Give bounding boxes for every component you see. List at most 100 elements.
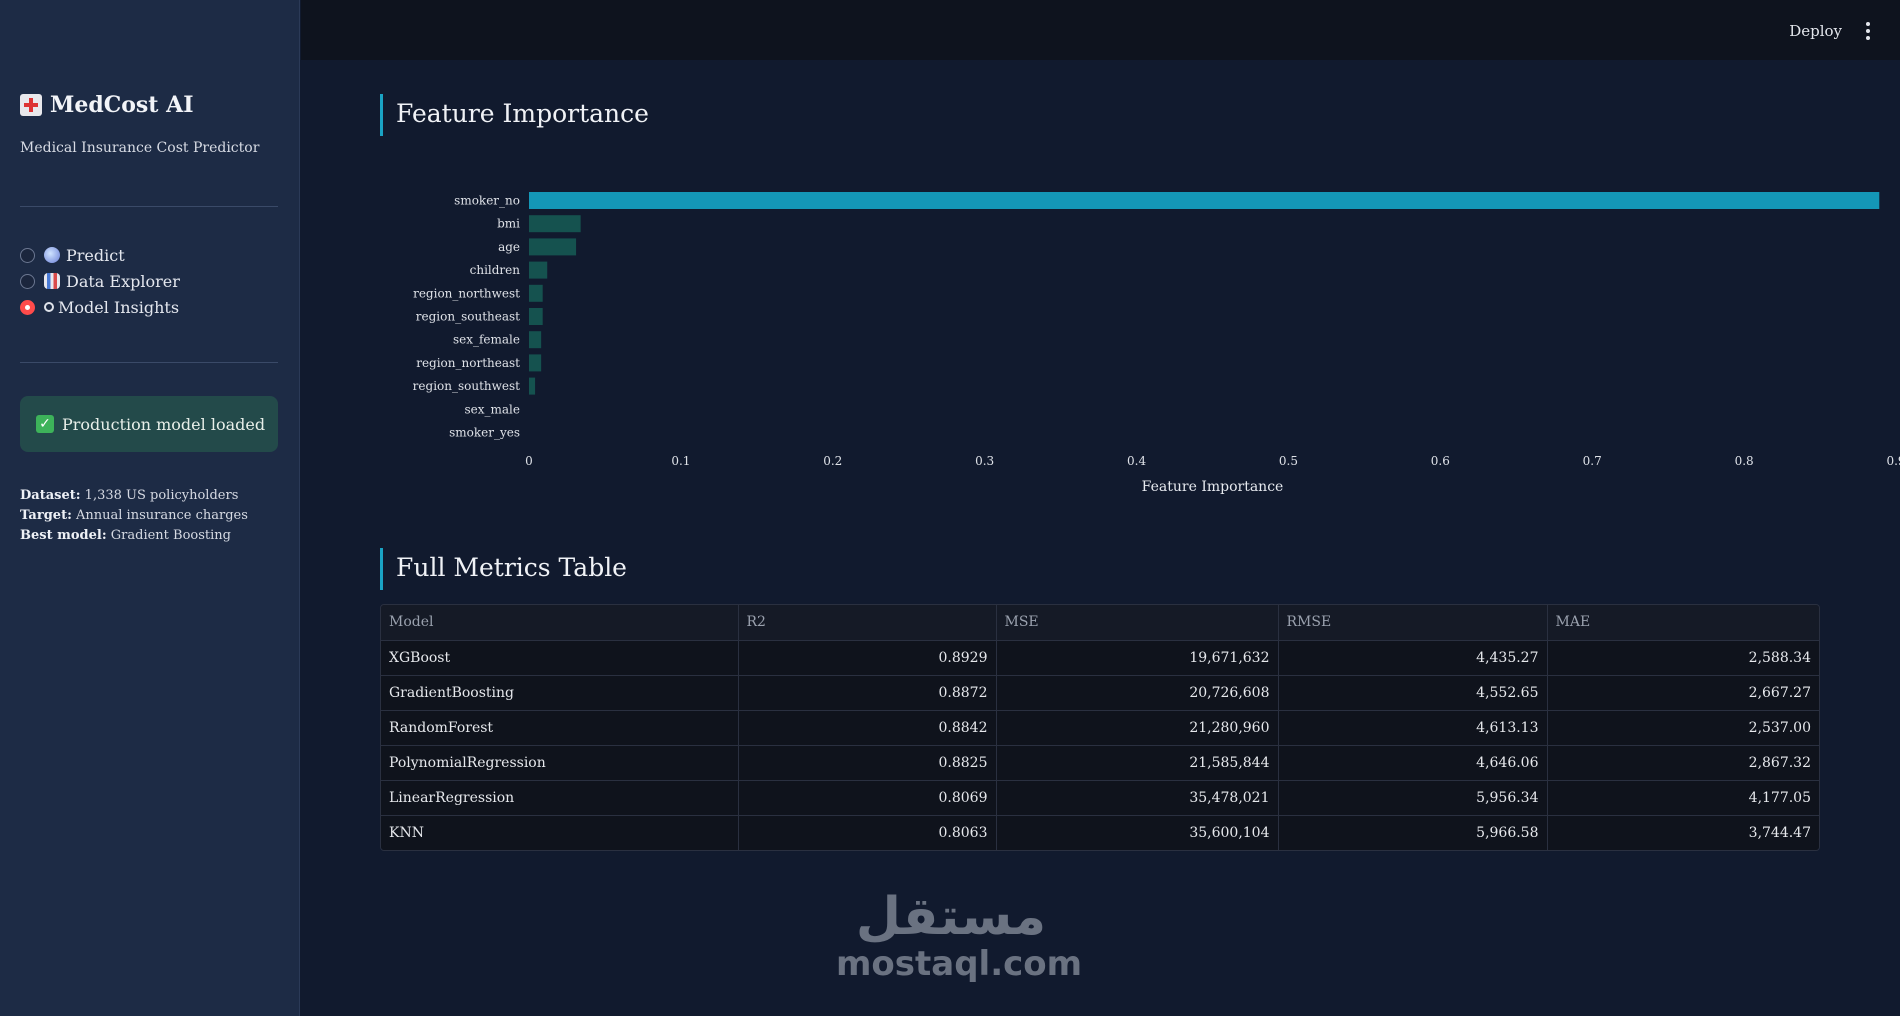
table-cell: 0.8929 [738,640,997,676]
table-cell: 4,435.27 [1278,640,1548,676]
column-header[interactable]: MSE [996,605,1279,641]
column-header[interactable]: R2 [738,605,997,641]
column-header[interactable]: Model [381,605,739,641]
brain-icon [44,302,54,312]
table-row[interactable]: LinearRegression 0.8069 35,478,021 5,956.34… [381,780,1819,816]
column-header[interactable]: MAE [1547,605,1819,641]
feature-importance-title: Feature Importance [380,94,649,136]
table-cell: 2,867.32 [1547,745,1819,781]
app-subtitle: Medical Insurance Cost Predictor [20,140,260,156]
table-cell: 19,671,632 [996,640,1279,676]
table-cell: 0.8069 [738,780,997,816]
y-tick-label: region_northwest [413,286,520,300]
crystal-ball-icon [44,247,60,263]
metrics-table[interactable]: Model R2 MSE RMSE MAE XGBoost 0.8929 19,671,63… [380,604,1820,851]
table-row[interactable]: KNN 0.8063 35,600,104 5,966.58 3,744.47 [381,815,1819,850]
y-tick-label: region_southeast [416,310,520,324]
table-cell: PolynomialRegression [381,745,739,781]
watermark: مستقل mostaql.com [836,887,1082,982]
model-status-alert: ✓ Production model loaded [20,396,278,452]
dataset-label: Dataset: [20,488,81,503]
table-cell: 35,600,104 [996,815,1279,850]
y-tick-label: smoker_no [454,194,520,208]
x-tick-label: 0.9 [1886,454,1900,468]
brand: MedCost AI [20,92,193,118]
dataset-info: Dataset: 1,338 US policyholders Target: … [20,486,248,546]
bar-chart-icon [44,273,60,289]
table-cell: 4,552.65 [1278,675,1548,711]
table-cell: 4,613.13 [1278,710,1548,746]
best-model-value: Gradient Boosting [110,528,231,543]
table-cell: 4,177.05 [1547,780,1819,816]
table-cell: GradientBoosting [381,675,739,711]
x-tick-label: 0.3 [975,454,994,468]
bar-children[interactable] [529,261,548,279]
best-model-label: Best model: [20,528,107,543]
watermark-logo: مستقل [855,887,1047,947]
nav-radio-group: Predict Data Explorer Model Insights [20,242,180,320]
column-header[interactable]: RMSE [1278,605,1548,641]
bar-sex-female[interactable] [529,331,542,349]
deploy-button[interactable]: Deploy [1789,22,1842,40]
app-title: MedCost AI [50,92,194,118]
table-cell: 2,588.34 [1547,640,1819,676]
bar-bmi[interactable] [529,215,581,233]
table-cell: 0.8825 [738,745,997,781]
sidebar: MedCost AI Medical Insurance Cost Predic… [0,0,300,1016]
dataset-value: 1,338 US policyholders [84,488,239,503]
sidebar-divider [20,206,278,207]
x-tick-label: 0 [525,454,533,468]
bar-region-northwest[interactable] [529,284,543,302]
table-row[interactable]: XGBoost 0.8929 19,671,632 4,435.27 2,588.34 [381,640,1819,676]
bar-smoker-no[interactable] [529,192,1880,209]
table-row[interactable]: GradientBoosting 0.8872 20,726,608 4,552.65… [381,675,1819,711]
nav-item-predict[interactable]: Predict [20,242,180,268]
table-cell: 21,585,844 [996,745,1279,781]
x-tick-label: 0.1 [671,454,690,468]
table-cell: 20,726,608 [996,675,1279,711]
y-tick-label: region_southwest [413,379,521,393]
x-tick-label: 0.2 [823,454,842,468]
table-header-row: Model R2 MSE RMSE MAE [381,605,1819,641]
x-tick-label: 0.5 [1279,454,1298,468]
y-tick-label: children [470,263,521,277]
y-tick-label: region_northeast [416,356,520,370]
table-cell: RandomForest [381,710,739,746]
model-status-text: Production model loaded [62,414,266,434]
table-cell: 5,966.58 [1278,815,1548,850]
nav-item-data-explorer[interactable]: Data Explorer [20,268,180,294]
table-cell: KNN [381,815,739,850]
top-header: Deploy [301,0,1900,60]
target-value: Annual insurance charges [76,508,248,523]
bar-region-southeast[interactable] [529,308,543,325]
nav-item-model-insights[interactable]: Model Insights [20,294,180,320]
table-row[interactable]: RandomForest 0.8842 21,280,960 4,613.13 2,53… [381,710,1819,746]
table-cell: 2,537.00 [1547,710,1819,746]
radio-button[interactable] [20,273,35,289]
hospital-icon [20,94,42,116]
table-cell: 0.8872 [738,675,997,711]
bar-age[interactable] [529,238,577,256]
y-tick-label: age [498,240,520,254]
table-cell: 35,478,021 [996,780,1279,816]
table-cell: 2,667.27 [1547,675,1819,711]
more-menu-icon[interactable] [1864,22,1872,40]
nav-label: Predict [66,245,125,265]
table-body: XGBoost 0.8929 19,671,632 4,435.27 2,588.34 G… [381,640,1819,850]
bar-region-northeast[interactable] [529,354,542,372]
table-cell: LinearRegression [381,780,739,816]
check-icon: ✓ [36,415,54,433]
table-row[interactable]: PolynomialRegression 0.8825 21,585,844 4,64… [381,745,1819,781]
nav-label: Model Insights [58,297,180,317]
nav-label: Data Explorer [66,271,180,291]
radio-button-selected[interactable] [20,299,35,315]
metrics-table-title: Full Metrics Table [380,548,627,590]
table-cell: 0.8842 [738,710,997,746]
bar-region-southwest[interactable] [529,377,536,395]
table-cell: 4,646.06 [1278,745,1548,781]
sidebar-divider [20,362,278,363]
radio-button[interactable] [20,247,35,263]
x-tick-label: 0.4 [1127,454,1146,468]
table-cell: 5,956.34 [1278,780,1548,816]
